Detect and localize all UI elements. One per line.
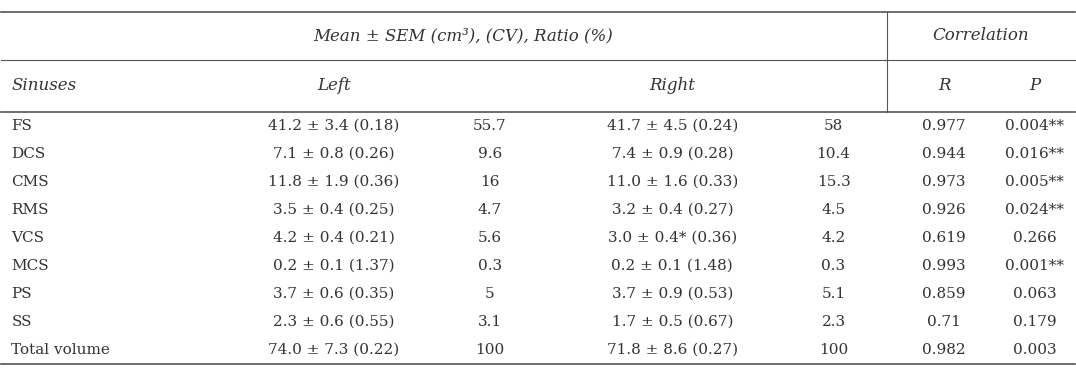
Text: 0.3: 0.3 [821, 259, 846, 273]
Text: FS: FS [12, 119, 32, 133]
Text: 0.005**: 0.005** [1005, 175, 1064, 189]
Text: 4.2: 4.2 [821, 231, 846, 245]
Text: 0.3: 0.3 [478, 259, 501, 273]
Text: 7.4 ± 0.9 (0.28): 7.4 ± 0.9 (0.28) [611, 147, 733, 161]
Text: 5: 5 [485, 287, 495, 301]
Text: Sinuses: Sinuses [12, 77, 76, 94]
Text: 0.859: 0.859 [922, 287, 966, 301]
Text: Right: Right [650, 77, 695, 94]
Text: 0.2 ± 0.1 (1.48): 0.2 ± 0.1 (1.48) [611, 259, 733, 273]
Text: R: R [938, 77, 950, 94]
Text: SS: SS [12, 315, 32, 329]
Text: 58: 58 [824, 119, 844, 133]
Text: 7.1 ± 0.8 (0.26): 7.1 ± 0.8 (0.26) [273, 147, 395, 161]
Text: Correlation: Correlation [933, 28, 1029, 44]
Text: 100: 100 [475, 343, 505, 357]
Text: 11.8 ± 1.9 (0.36): 11.8 ± 1.9 (0.36) [268, 175, 399, 189]
Text: DCS: DCS [12, 147, 45, 161]
Text: 0.944: 0.944 [922, 147, 966, 161]
Text: MCS: MCS [12, 259, 49, 273]
Text: 11.0 ± 1.6 (0.33): 11.0 ± 1.6 (0.33) [607, 175, 738, 189]
Text: 10.4: 10.4 [817, 147, 850, 161]
Text: CMS: CMS [12, 175, 49, 189]
Text: VCS: VCS [12, 231, 44, 245]
Text: 0.016**: 0.016** [1005, 147, 1064, 161]
Text: 9.6: 9.6 [478, 147, 501, 161]
Text: RMS: RMS [12, 203, 48, 217]
Text: 2.3: 2.3 [821, 315, 846, 329]
Text: 2.3 ± 0.6 (0.55): 2.3 ± 0.6 (0.55) [273, 315, 395, 329]
Text: 0.973: 0.973 [922, 175, 966, 189]
Text: Total volume: Total volume [12, 343, 111, 357]
Text: 0.001**: 0.001** [1005, 259, 1064, 273]
Text: 4.2 ± 0.4 (0.21): 4.2 ± 0.4 (0.21) [273, 231, 395, 245]
Text: 3.5 ± 0.4 (0.25): 3.5 ± 0.4 (0.25) [273, 203, 395, 217]
Text: 0.71: 0.71 [928, 315, 961, 329]
Text: 1.7 ± 0.5 (0.67): 1.7 ± 0.5 (0.67) [611, 315, 733, 329]
Text: PS: PS [12, 287, 32, 301]
Text: 3.7 ± 0.6 (0.35): 3.7 ± 0.6 (0.35) [273, 287, 395, 301]
Text: 4.5: 4.5 [821, 203, 846, 217]
Text: 0.024**: 0.024** [1005, 203, 1064, 217]
Text: 100: 100 [819, 343, 848, 357]
Text: 0.003: 0.003 [1013, 343, 1057, 357]
Text: 3.0 ± 0.4* (0.36): 3.0 ± 0.4* (0.36) [608, 231, 737, 245]
Text: 0.063: 0.063 [1013, 287, 1057, 301]
Text: 0.993: 0.993 [922, 259, 966, 273]
Text: 0.004**: 0.004** [1005, 119, 1064, 133]
Text: Mean ± SEM (cm³), (CV), Ratio (%): Mean ± SEM (cm³), (CV), Ratio (%) [313, 28, 612, 44]
Text: 41.7 ± 4.5 (0.24): 41.7 ± 4.5 (0.24) [607, 119, 738, 133]
Text: 5.1: 5.1 [821, 287, 846, 301]
Text: 71.8 ± 8.6 (0.27): 71.8 ± 8.6 (0.27) [607, 343, 738, 357]
Text: 74.0 ± 7.3 (0.22): 74.0 ± 7.3 (0.22) [268, 343, 399, 357]
Text: 0.266: 0.266 [1013, 231, 1057, 245]
Text: Left: Left [317, 77, 351, 94]
Text: 0.926: 0.926 [922, 203, 966, 217]
Text: 41.2 ± 3.4 (0.18): 41.2 ± 3.4 (0.18) [268, 119, 399, 133]
Text: 0.179: 0.179 [1013, 315, 1057, 329]
Text: 4.7: 4.7 [478, 203, 501, 217]
Text: 3.1: 3.1 [478, 315, 501, 329]
Text: 0.619: 0.619 [922, 231, 966, 245]
Text: 0.2 ± 0.1 (1.37): 0.2 ± 0.1 (1.37) [273, 259, 395, 273]
Text: 0.977: 0.977 [922, 119, 966, 133]
Text: 3.7 ± 0.9 (0.53): 3.7 ± 0.9 (0.53) [611, 287, 733, 301]
Text: 15.3: 15.3 [817, 175, 850, 189]
Text: 3.2 ± 0.4 (0.27): 3.2 ± 0.4 (0.27) [611, 203, 733, 217]
Text: 55.7: 55.7 [472, 119, 507, 133]
Text: 5.6: 5.6 [478, 231, 501, 245]
Text: 0.982: 0.982 [922, 343, 966, 357]
Text: 16: 16 [480, 175, 499, 189]
Text: P: P [1029, 77, 1040, 94]
